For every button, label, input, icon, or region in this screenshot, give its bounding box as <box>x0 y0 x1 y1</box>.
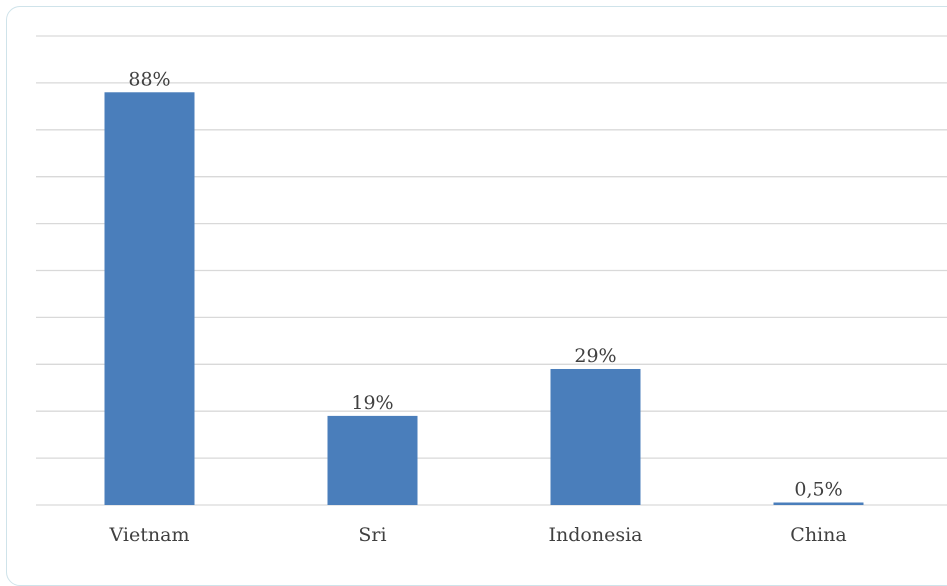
tick-label-sri: Sri <box>358 524 386 546</box>
bar-sri <box>327 415 418 505</box>
category-axis-labels: Vietnam Sri Indonesia China <box>109 524 847 546</box>
data-label-china: 0,5% <box>794 479 842 501</box>
data-label-indonesia: 29% <box>574 345 616 367</box>
bar-chart: 88% 19% 29% 0,5% Vietnam Sri Indonesia China <box>36 35 947 546</box>
data-label-vietnam: 88% <box>128 68 170 90</box>
data-label-sri: 19% <box>351 392 393 414</box>
bar-vietnam <box>104 92 195 505</box>
bars <box>104 92 864 505</box>
tick-label-vietnam: Vietnam <box>109 524 190 546</box>
tick-label-indonesia: Indonesia <box>549 524 643 546</box>
bar-china <box>773 502 864 505</box>
tick-label-china: China <box>790 524 846 546</box>
bar-indonesia <box>550 368 641 505</box>
data-labels: 88% 19% 29% 0,5% <box>128 68 842 500</box>
